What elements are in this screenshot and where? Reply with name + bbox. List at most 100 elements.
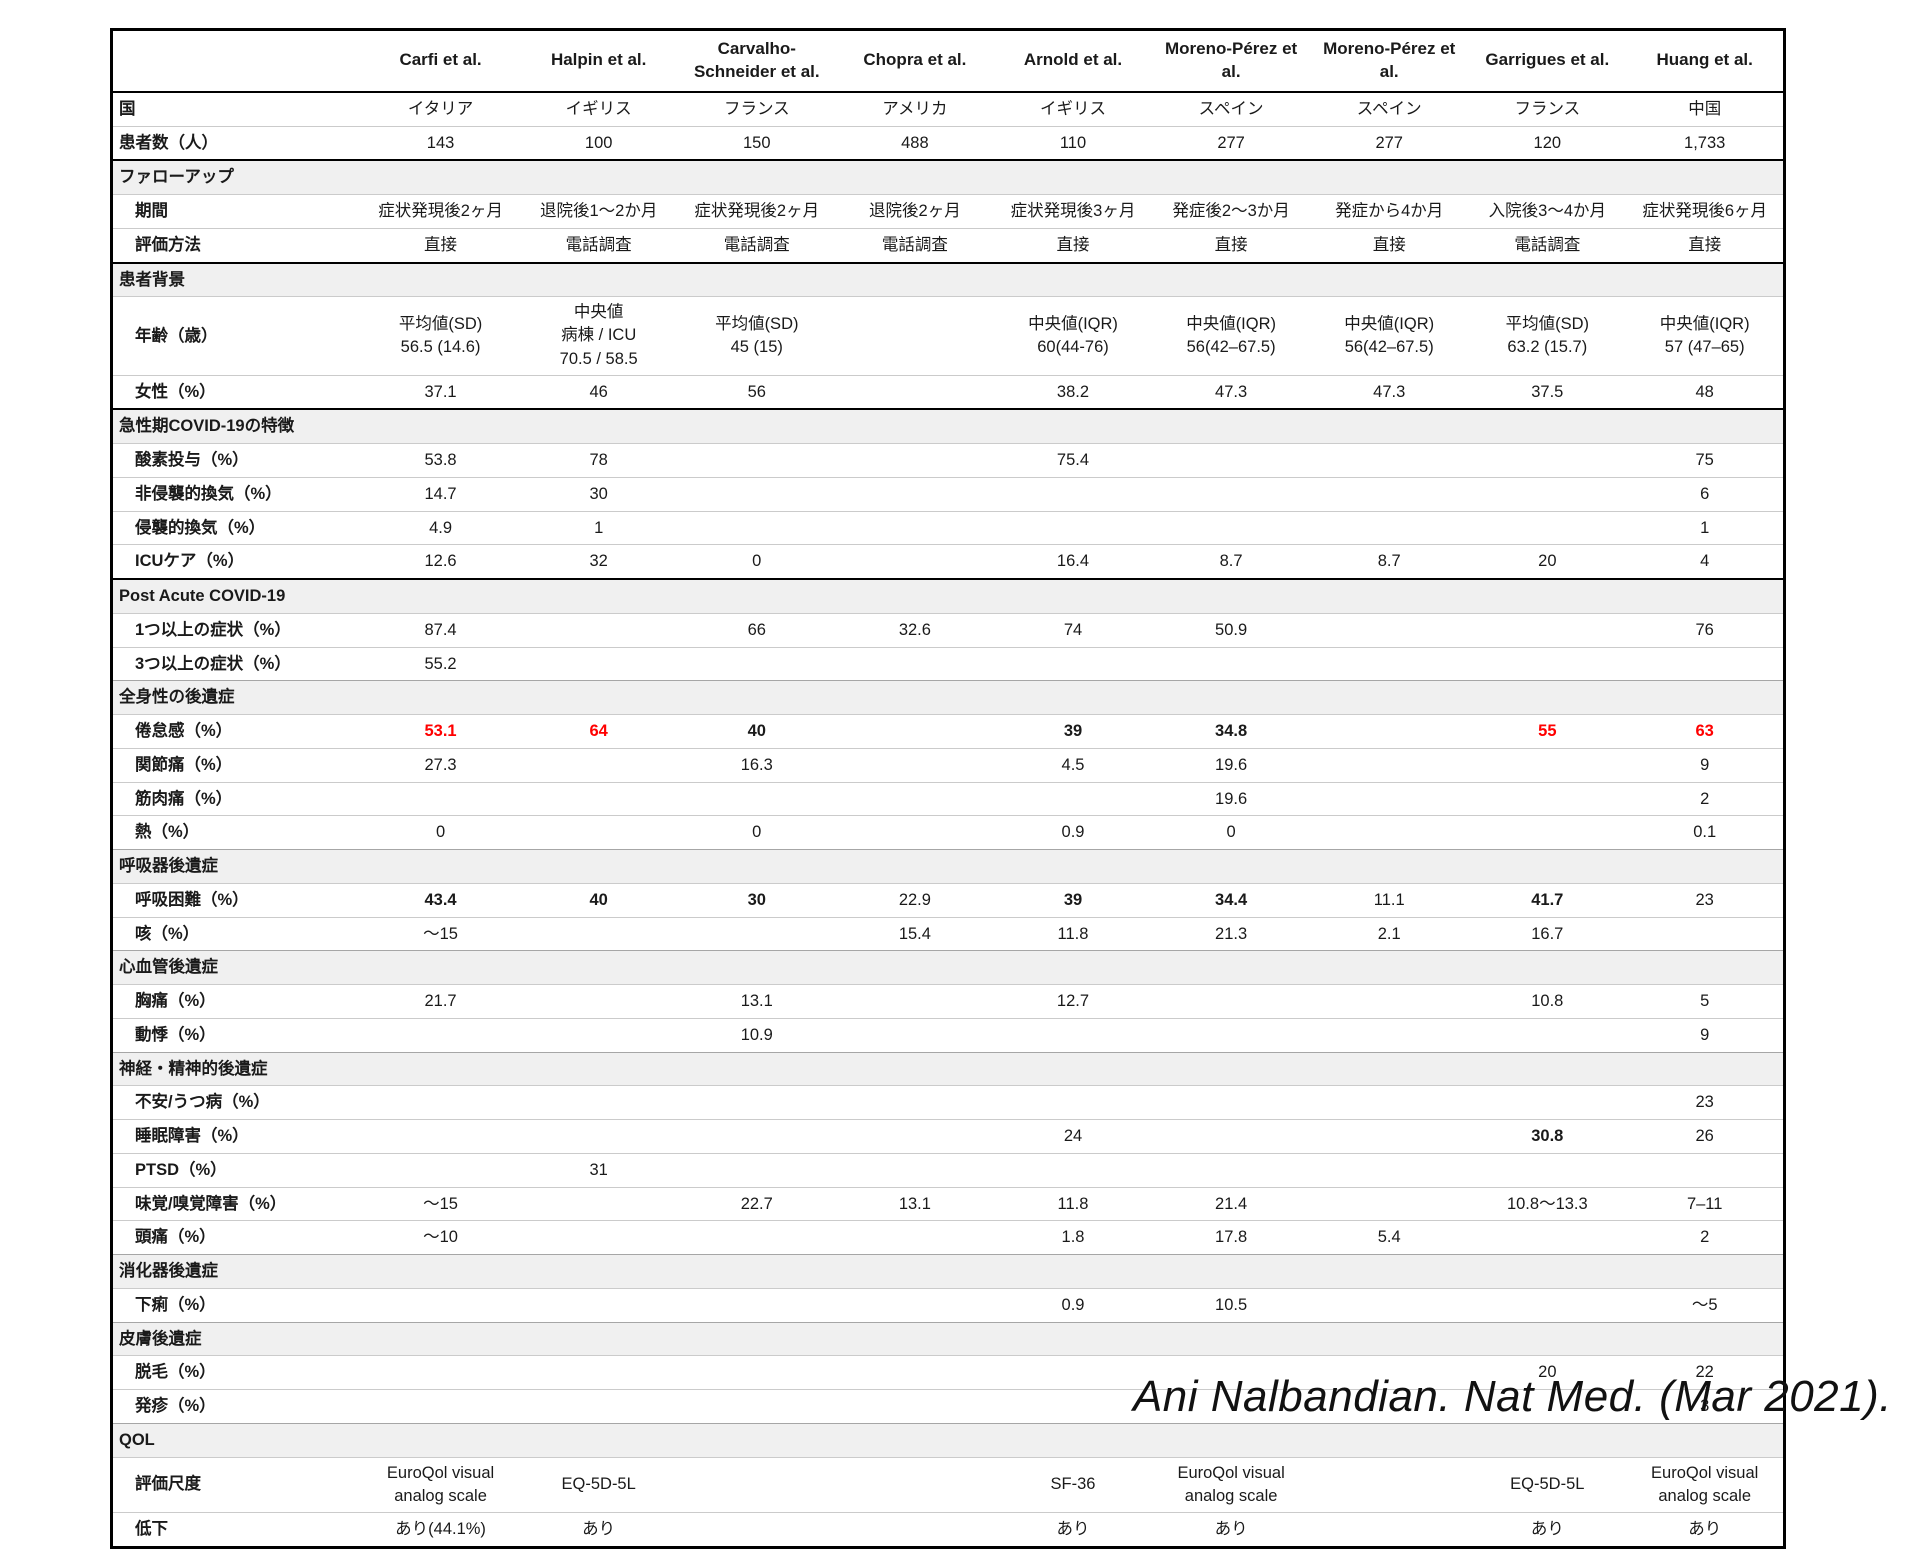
value-cell (835, 1287, 994, 1323)
table-row: 3つ以上の症状（%） 55.2 (111, 646, 1785, 681)
value-cell: 27.3 (361, 747, 520, 783)
value-cell (1152, 510, 1311, 545)
row-label: 筋肉痛（%） (111, 781, 362, 816)
value-cell (835, 1355, 994, 1390)
section-label: 呼吸器後遺症 (111, 849, 1785, 884)
column-header: Moreno-Pérez et al. (1310, 29, 1469, 93)
table-row: 低下 あり(44.1%) あり あり あり あり あり (111, 1511, 1785, 1548)
value-cell (835, 1152, 994, 1188)
section-row: Post Acute COVID-19 (111, 578, 1785, 614)
value-cell (519, 984, 678, 1019)
value-cell: 19.6 (1152, 781, 1311, 816)
value-cell: 5 (1626, 984, 1785, 1019)
value-cell: 10.8 (1468, 984, 1627, 1019)
section-row: 全身性の後遺症 (111, 680, 1785, 715)
value-cell: 14.7 (361, 476, 520, 512)
value-cell: 症状発現後2ヶ月 (677, 194, 836, 229)
row-label: 期間 (111, 194, 362, 229)
value-cell (1152, 1119, 1311, 1154)
value-cell: あり (993, 1511, 1153, 1548)
value-cell (519, 1119, 678, 1154)
value-cell: 症状発現後3ヶ月 (993, 194, 1153, 229)
value-cell (835, 747, 994, 783)
table-row: 咳（%） 〜15 15.4 11.8 21.3 2.1 16.7 (111, 916, 1785, 951)
value-cell (835, 646, 994, 681)
value-cell: 6 (1626, 476, 1785, 512)
value-cell: 平均値(SD) 56.5 (14.6) (361, 296, 520, 376)
column-header: Moreno-Pérez et al. (1152, 29, 1311, 93)
value-cell: 症状発現後2ヶ月 (361, 194, 520, 229)
value-cell: 277 (1152, 125, 1311, 161)
row-label: 酸素投与（%） (111, 443, 362, 478)
value-cell (1310, 1456, 1469, 1513)
value-cell: 32.6 (835, 612, 994, 648)
value-cell: 48 (1626, 374, 1785, 410)
table-row: 味覚/嗅覚障害（%） 〜15 22.7 13.1 11.8 21.4 10.8〜13.3 7–… (111, 1186, 1785, 1221)
row-label: 咳（%） (111, 916, 362, 951)
value-cell (1310, 443, 1469, 478)
value-cell (1468, 781, 1627, 816)
value-cell: イタリア (361, 91, 520, 127)
value-cell (993, 476, 1153, 512)
value-cell (1468, 1389, 1627, 1424)
table-row: 熱（%） 0 0 0.9 0 0.1 (111, 815, 1785, 850)
table-row: 関節痛（%） 27.3 16.3 4.5 19.6 9 (111, 747, 1785, 783)
row-label: 女性（%） (111, 374, 362, 410)
value-cell: 退院後2ヶ月 (835, 194, 994, 229)
value-cell: 143 (361, 125, 520, 161)
value-cell: 0.9 (993, 815, 1153, 850)
value-cell: EuroQol visual analog scale (1152, 1456, 1311, 1513)
value-cell: 中央値(IQR) 60(44-76) (993, 296, 1153, 376)
value-cell (677, 1456, 836, 1513)
value-cell: 53.1 (361, 714, 520, 749)
row-label: 脱毛（%） (111, 1355, 362, 1390)
value-cell: 46 (519, 374, 678, 410)
row-label: PTSD（%） (111, 1152, 362, 1188)
value-cell (1468, 1220, 1627, 1255)
value-cell: 1,733 (1626, 125, 1785, 161)
table-body: 国イタリア イギリス フランス アメリカ イギリス スペイン スペイン フランス 中国 患者数（人… (111, 91, 1785, 1548)
value-cell: 37.1 (361, 374, 520, 410)
value-cell (1310, 510, 1469, 545)
value-cell: 10.8〜13.3 (1468, 1186, 1627, 1221)
value-cell (1152, 1355, 1311, 1390)
table-row: 発疹（%） 3 (111, 1389, 1785, 1424)
table-row: 国イタリア イギリス フランス アメリカ イギリス スペイン スペイン フランス 中国 (111, 91, 1785, 127)
value-cell (677, 781, 836, 816)
value-cell (835, 1085, 994, 1120)
section-row: 急性期COVID-19の特徴 (111, 408, 1785, 444)
value-cell (677, 916, 836, 951)
value-cell: 75.4 (993, 443, 1153, 478)
table-row: 1つ以上の症状（%） 87.4 66 32.6 74 50.9 76 (111, 612, 1785, 648)
value-cell: 34.8 (1152, 714, 1311, 749)
value-cell: スペイン (1310, 91, 1469, 127)
column-header: Huang et al. (1626, 29, 1785, 93)
value-cell (1310, 1152, 1469, 1188)
value-cell: 19.6 (1152, 747, 1311, 783)
value-cell: 78 (519, 443, 678, 478)
value-cell (1310, 781, 1469, 816)
value-cell (835, 1119, 994, 1154)
section-label: 急性期COVID-19の特徴 (111, 408, 1785, 444)
value-cell: 8.7 (1310, 544, 1469, 580)
row-label: 評価尺度 (111, 1456, 362, 1513)
value-cell (993, 1152, 1153, 1188)
table-row: 睡眠障害（%） 24 30.8 26 (111, 1119, 1785, 1154)
value-cell: 41.7 (1468, 882, 1627, 918)
value-cell (1468, 1085, 1627, 1120)
value-cell: 488 (835, 125, 994, 161)
value-cell: 0 (361, 815, 520, 850)
value-cell (677, 476, 836, 512)
value-cell: 26 (1626, 1119, 1785, 1154)
value-cell: 55 (1468, 714, 1627, 749)
row-label: 国 (111, 91, 362, 127)
value-cell: 34.4 (1152, 882, 1311, 918)
value-cell: スペイン (1152, 91, 1311, 127)
value-cell (835, 1456, 994, 1513)
table-row: 年齢（歳） 平均値(SD) 56.5 (14.6) 中央値 病棟 / ICU 70.5 /… (111, 296, 1785, 376)
value-cell (1468, 1017, 1627, 1053)
table-row: 期間 症状発現後2ヶ月 退院後1〜2か月 症状発現後2ヶ月 退院後2ヶ月 症状発現後3ヶ月… (111, 194, 1785, 229)
value-cell: 4.9 (361, 510, 520, 545)
table-row: 筋肉痛（%） 19.6 2 (111, 781, 1785, 816)
section-row: 患者背景 (111, 261, 1785, 297)
